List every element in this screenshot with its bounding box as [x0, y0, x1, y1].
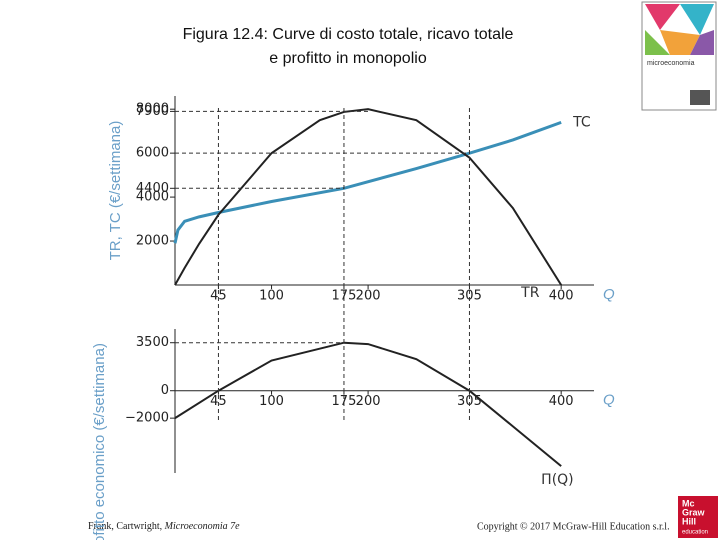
book-cover: microeconomia: [641, 1, 717, 111]
x-tick-label: 45: [210, 394, 227, 409]
x-axis-title: Q: [603, 286, 615, 303]
cover-mark: [690, 90, 710, 105]
y-tick-label: 3500: [136, 335, 169, 350]
y-tick-label: −2000: [125, 411, 169, 426]
curve: [173, 120, 562, 244]
x-tick-label: 100: [259, 289, 284, 304]
curve-label: TR: [520, 285, 540, 301]
x-tick-label: 400: [549, 394, 574, 409]
x-tick-label: 45: [210, 289, 227, 304]
x-tick-label: 100: [259, 394, 284, 409]
logo: Mc Graw Hill education: [678, 496, 718, 538]
x-tick-label: 305: [457, 289, 482, 304]
footer-book: Microeconomia 7e: [164, 521, 240, 532]
cover-art: [660, 30, 700, 55]
x-tick-label: 305: [457, 394, 482, 409]
y-tick-label: 8000: [136, 102, 169, 117]
y-tick-label: 4000: [136, 190, 169, 205]
y-axis-title: TR, TC (€/settimana): [107, 121, 124, 261]
curve-label: Π(Q): [541, 472, 573, 488]
logo-text: Mc: [682, 498, 695, 508]
logo-text: Graw: [682, 507, 706, 517]
footer-authors: Frank, Cartwright,: [88, 521, 165, 532]
cover-art: [645, 30, 670, 55]
curve-label: TC: [572, 114, 591, 130]
y-tick-label: 7900: [136, 104, 169, 119]
y-axis-title: Profitto economico (€/settimana): [91, 343, 108, 540]
footer-left: Frank, Cartwright, Microeconomia 7e: [88, 521, 240, 532]
title: Figura 12.4: Curve di costo totale, rica…: [183, 26, 514, 43]
curve: [174, 108, 563, 286]
cover-title: microeconomia: [647, 60, 695, 67]
cover-art: [680, 4, 714, 35]
cover-art: [645, 4, 680, 30]
curve: [174, 341, 562, 467]
y-tick-label: 2000: [136, 234, 169, 249]
x-tick-label: 200: [356, 394, 381, 409]
y-tick-label: 0: [161, 383, 169, 398]
cover-art: [690, 30, 714, 55]
title: e profitto in monopolio: [269, 50, 427, 67]
logo-text: education: [682, 530, 708, 536]
footer-right: Copyright © 2017 McGraw-Hill Education s…: [477, 521, 670, 532]
x-tick-label: 400: [549, 289, 574, 304]
x-axis-title: Q: [603, 392, 615, 409]
x-tick-label: 200: [356, 289, 381, 304]
logo-text: Hill: [682, 516, 696, 526]
cover-band: [645, 57, 714, 69]
logo-box: [678, 496, 718, 538]
x-tick-label: 175: [332, 289, 357, 304]
x-tick-label: 175: [332, 394, 357, 409]
y-tick-label: 6000: [136, 146, 169, 161]
y-tick-label: 4400: [136, 181, 169, 196]
